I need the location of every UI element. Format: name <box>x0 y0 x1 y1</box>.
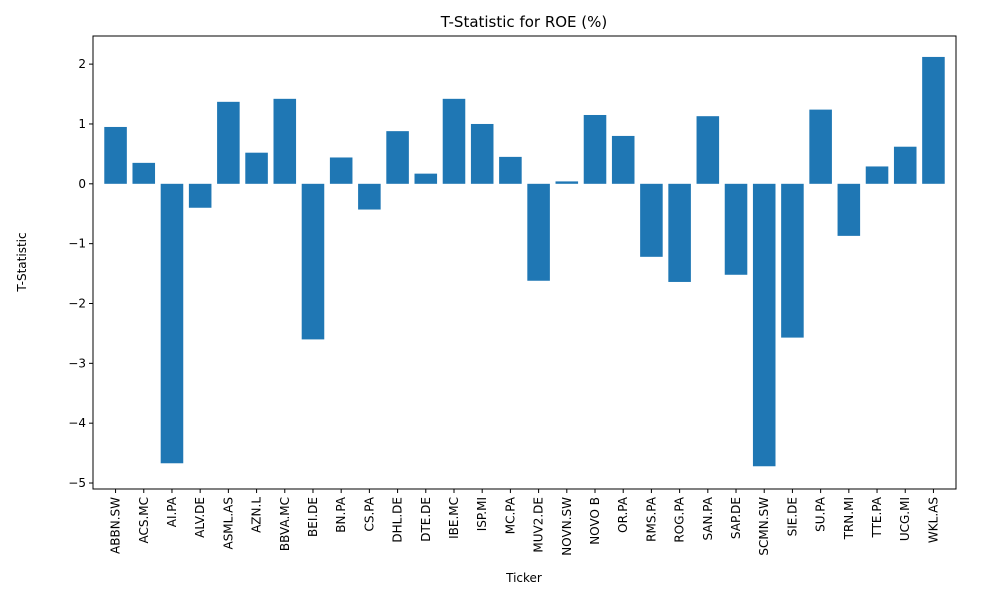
bar-novn-sw <box>555 181 579 184</box>
y-tick-label: −4 <box>68 416 86 430</box>
x-tick-label: ISP.MI <box>475 497 489 531</box>
bar-sie-de <box>781 183 804 338</box>
x-tick-label: DHL.DE <box>391 497 405 543</box>
bar-ai-pa <box>160 183 184 464</box>
bar-dte-de <box>414 173 438 184</box>
bar-su-pa <box>809 109 832 184</box>
y-tick-label: −2 <box>68 296 86 310</box>
x-tick-label: ASML.AS <box>221 497 235 550</box>
chart-title: T-Statistic for ROE (%) <box>440 13 608 31</box>
x-tick-label: IBE.MC <box>447 497 461 539</box>
x-tick-label: BN.PA <box>334 496 348 532</box>
x-tick-label: WKL.AS <box>926 497 940 543</box>
x-tick-label: TTE.PA <box>870 496 884 538</box>
bar-acs-mc <box>132 162 156 184</box>
bar-isp-mi <box>470 123 494 184</box>
bar-rog-pa <box>668 183 691 282</box>
x-tick-label: SU.PA <box>814 496 828 532</box>
bar-dhl-de <box>386 131 409 184</box>
x-tick-label: MC.PA <box>503 496 517 534</box>
bar-bn-pa <box>329 157 353 184</box>
x-tick-label: TRN.MI <box>842 497 856 540</box>
bar-rms-pa <box>640 183 663 257</box>
bar-trn-mi <box>837 183 861 236</box>
y-tick-label: −5 <box>68 476 86 490</box>
bar-ibe-mc <box>442 98 466 184</box>
bar-novo-b <box>583 114 607 184</box>
bar-ucg-mi <box>893 146 917 184</box>
x-axis-ticks: ABBN.SW ACS.MC AI.PA ALV.DE ASML.AS AZN.L BBVA… <box>109 489 940 556</box>
x-tick-label: RMS.PA <box>644 496 658 542</box>
x-tick-label: BEI.DE <box>306 497 320 537</box>
x-axis-label: Ticker <box>505 571 542 585</box>
bar-cs-pa <box>358 183 381 210</box>
x-tick-label: ROG.PA <box>673 496 687 542</box>
y-tick-label: 2 <box>78 57 86 71</box>
x-tick-label: SIE.DE <box>785 497 799 536</box>
bar-mc-pa <box>499 156 522 184</box>
y-tick-label: 1 <box>78 117 86 131</box>
x-tick-label: SAP.DE <box>729 497 743 539</box>
x-tick-label: MUV2.DE <box>532 497 546 553</box>
bar-wkl-as <box>922 56 945 184</box>
bar-abbn-sw <box>104 126 127 184</box>
y-axis-ticks: −5 −4 −3 −2 −1 0 1 2 <box>68 57 93 490</box>
x-tick-label: AZN.L <box>250 497 264 533</box>
bars-group <box>104 56 945 467</box>
y-tick-label: −3 <box>68 356 86 370</box>
bar-bbva-mc <box>273 98 297 184</box>
bar-muv2-de <box>527 183 550 281</box>
bar-asml-as <box>217 101 240 184</box>
x-tick-label: DTE.DE <box>419 497 433 542</box>
x-tick-label: NOVO B <box>588 497 602 545</box>
bar-azn-l <box>245 152 268 184</box>
bar-or-pa <box>611 135 635 184</box>
x-tick-label: SCMN.SW <box>757 497 771 556</box>
x-tick-label: AI.PA <box>165 496 179 527</box>
bar-scmn-sw <box>752 183 776 467</box>
x-tick-label: SAN.PA <box>701 496 715 540</box>
x-tick-label: OR.PA <box>616 496 630 533</box>
y-axis-label: T-Statistic <box>15 232 29 292</box>
bar-alv-de <box>188 183 212 208</box>
x-tick-label: ABBN.SW <box>109 497 123 554</box>
bar-san-pa <box>696 116 720 184</box>
x-tick-label: UCG.MI <box>898 497 912 541</box>
x-tick-label: ALV.DE <box>193 497 207 538</box>
y-tick-label: −1 <box>68 237 86 251</box>
bar-sap-de <box>724 183 748 275</box>
plot-frame <box>92 35 957 490</box>
x-tick-label: CS.PA <box>362 496 376 531</box>
bar-bei-de <box>301 183 325 340</box>
x-tick-label: BBVA.MC <box>278 497 292 551</box>
y-tick-label: 0 <box>78 177 86 191</box>
x-tick-label: NOVN.SW <box>560 497 574 556</box>
x-tick-label: ACS.MC <box>137 497 151 544</box>
bar-tte-pa <box>865 166 889 184</box>
